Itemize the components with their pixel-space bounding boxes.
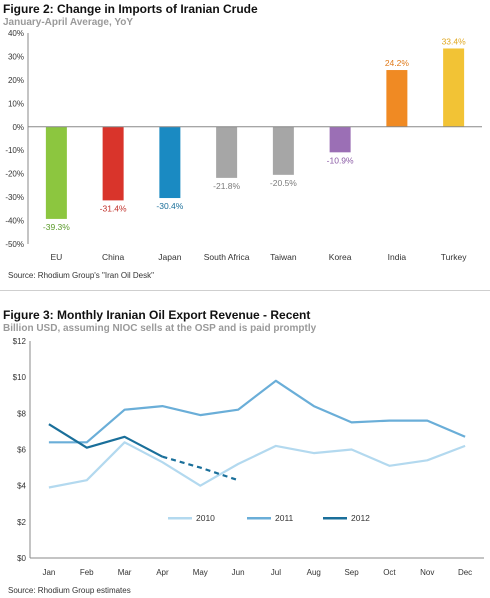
x-tick-label: Mar bbox=[118, 568, 132, 577]
line-chart: $12 $10 $8 $6 $4 $2 $0 Jan Feb Mar Apr May Jun Jul Aug… bbox=[13, 337, 484, 577]
y-tick-label: $2 bbox=[17, 518, 26, 527]
x-tick-label: Aug bbox=[307, 568, 321, 577]
y-tick-label: 30% bbox=[8, 52, 24, 61]
x-tick-label: Dec bbox=[458, 568, 472, 577]
x-tick-label: Japan bbox=[158, 252, 181, 262]
bar bbox=[443, 48, 465, 127]
legend-label: 2012 bbox=[351, 513, 370, 523]
series-projection-2012 bbox=[162, 455, 239, 482]
bar bbox=[45, 126, 67, 219]
bar bbox=[329, 126, 351, 153]
x-tick-label: Feb bbox=[80, 568, 94, 577]
data-label: 24.2% bbox=[385, 58, 410, 68]
x-tick-label: Sep bbox=[344, 568, 359, 577]
bar-chart: 40% 30% 20% 10% 0% -10% -20% -30% -40% -50% -39.3%… bbox=[5, 29, 482, 262]
series-line-2011 bbox=[48, 379, 466, 444]
bar bbox=[386, 70, 408, 127]
y-tick-label: -40% bbox=[5, 217, 24, 226]
y-tick-label: -20% bbox=[5, 170, 24, 179]
x-tick-label: China bbox=[102, 252, 124, 262]
y-tick-label: -10% bbox=[5, 146, 24, 155]
figure2-source: Source: Rhodium Group's "Iran Oil Desk" bbox=[8, 271, 154, 280]
figure3-title: Figure 3: Monthly Iranian Oil Export Rev… bbox=[3, 308, 311, 322]
x-tick-label: Korea bbox=[329, 252, 352, 262]
y-tick-label: $8 bbox=[17, 409, 26, 418]
bar bbox=[159, 126, 181, 199]
data-label: -31.4% bbox=[100, 203, 127, 213]
figure3-subtitle: Billion USD, assuming NIOC sells at the … bbox=[3, 323, 317, 334]
data-label: -10.9% bbox=[327, 155, 354, 165]
x-tick-label: Oct bbox=[383, 568, 396, 577]
y-tick-label: 40% bbox=[8, 29, 24, 38]
y-tick-label: 0% bbox=[12, 123, 24, 132]
legend-label: 2010 bbox=[196, 513, 215, 523]
data-label: -21.8% bbox=[213, 181, 240, 191]
data-label: 33.4% bbox=[442, 36, 467, 46]
x-tick-label: Taiwan bbox=[270, 252, 297, 262]
y-tick-label: $4 bbox=[17, 482, 26, 491]
bar bbox=[272, 126, 294, 175]
x-tick-label: Nov bbox=[420, 568, 434, 577]
y-tick-label: $0 bbox=[17, 554, 26, 563]
series-line-2010 bbox=[48, 441, 466, 489]
figure2-subtitle: January-April Average, YoY bbox=[3, 17, 134, 28]
y-tick-label: $10 bbox=[13, 373, 27, 382]
x-tick-label: Apr bbox=[156, 568, 169, 577]
data-label: -30.4% bbox=[156, 201, 183, 211]
bar bbox=[102, 126, 124, 201]
data-label: -39.3% bbox=[43, 222, 70, 232]
x-tick-label: Jul bbox=[271, 568, 281, 577]
x-tick-label: EU bbox=[50, 252, 62, 262]
x-tick-label: Jun bbox=[232, 568, 245, 577]
y-tick-label: 20% bbox=[8, 76, 24, 85]
legend-label: 2011 bbox=[275, 513, 294, 523]
figure2-title: Figure 2: Change in Imports of Iranian C… bbox=[3, 2, 258, 16]
y-tick-label: -50% bbox=[5, 240, 24, 249]
y-tick-label: -30% bbox=[5, 193, 24, 202]
figure3-source: Source: Rhodium Group estimates bbox=[8, 586, 131, 595]
bar bbox=[216, 126, 238, 178]
x-tick-label: South Africa bbox=[204, 252, 250, 262]
section-divider bbox=[0, 290, 490, 291]
x-tick-label: India bbox=[388, 252, 407, 262]
data-label: -20.5% bbox=[270, 178, 297, 188]
y-tick-label: $6 bbox=[17, 446, 26, 455]
x-tick-label: May bbox=[193, 568, 208, 577]
series-line-2012 bbox=[48, 423, 163, 458]
y-tick-label: $12 bbox=[13, 337, 27, 346]
x-tick-label: Turkey bbox=[441, 252, 467, 262]
x-tick-label: Jan bbox=[42, 568, 55, 577]
y-tick-label: 10% bbox=[8, 99, 24, 108]
